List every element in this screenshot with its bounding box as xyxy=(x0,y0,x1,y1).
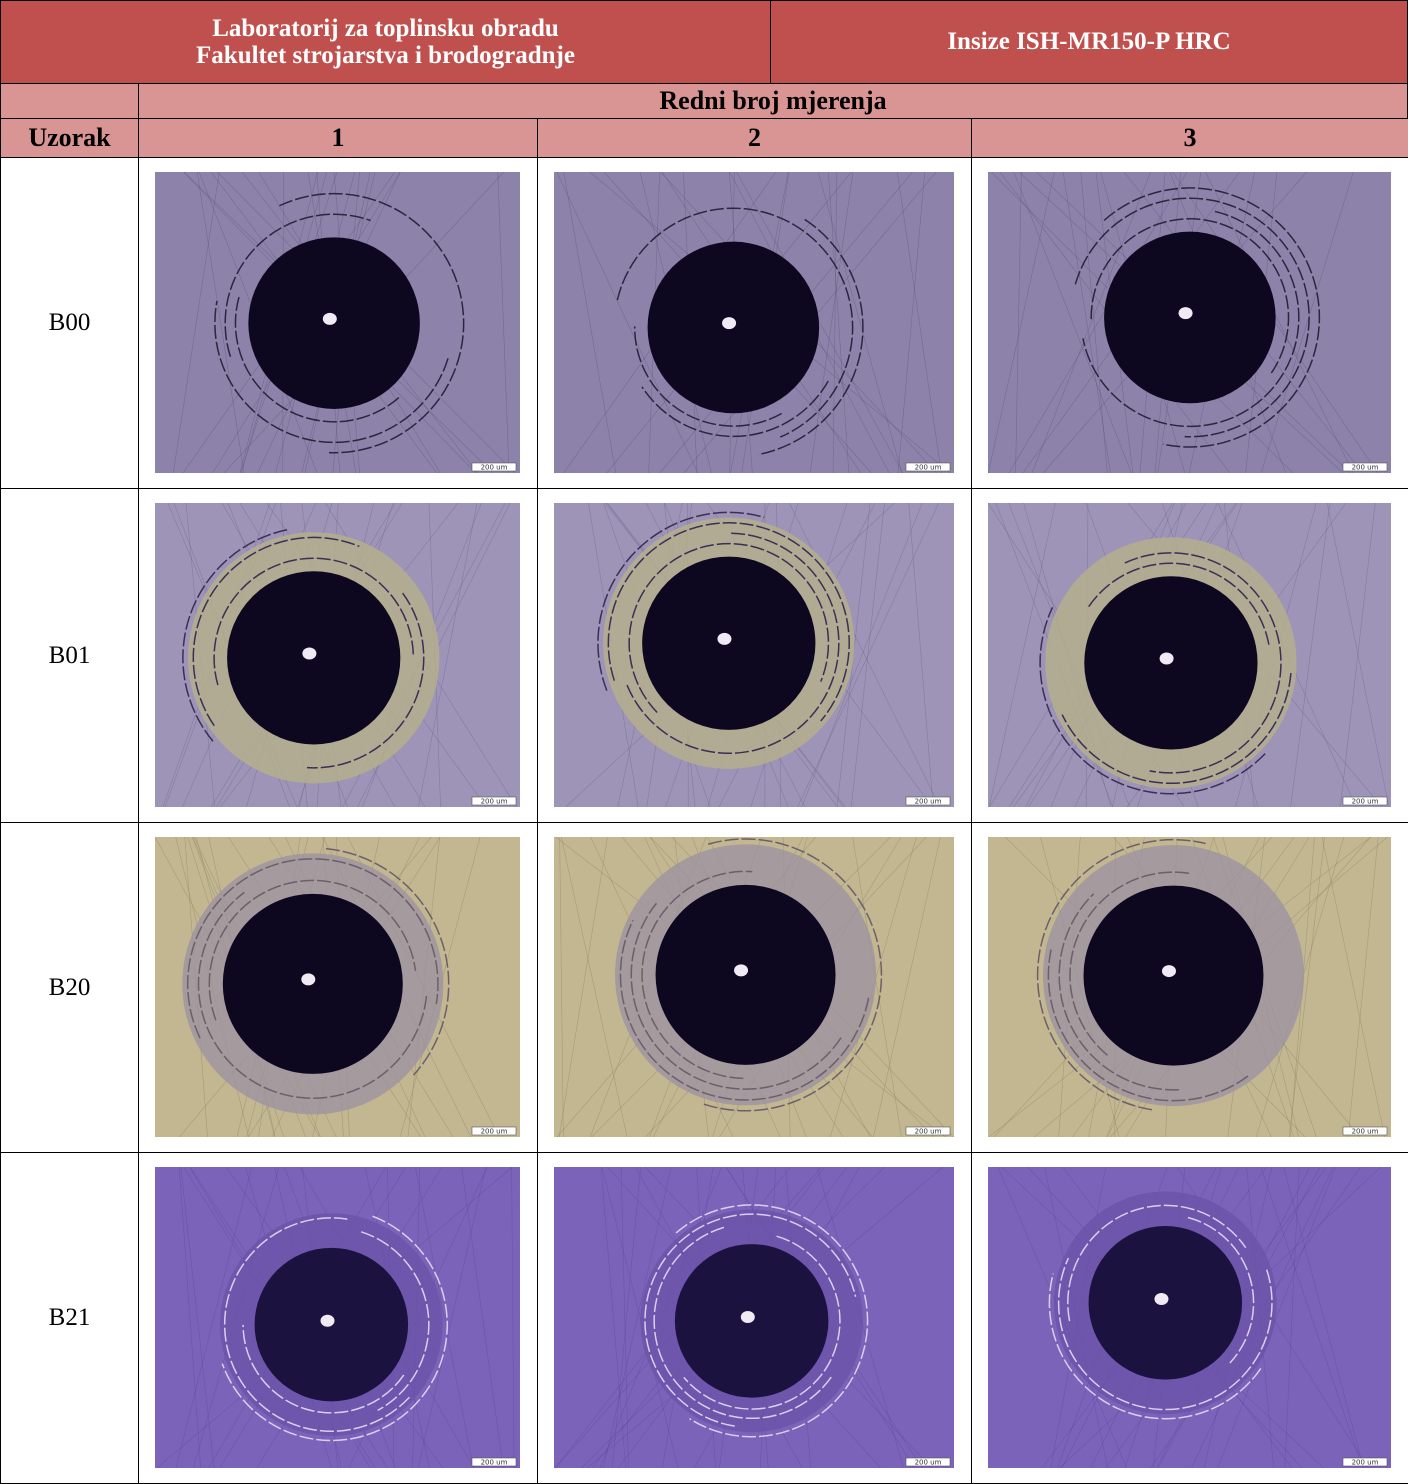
column-header-text: 1 xyxy=(332,123,345,153)
reflection xyxy=(302,648,316,660)
reflection xyxy=(734,964,748,976)
sample-cell: B20 xyxy=(0,822,139,1153)
instrument: Insize ISH-MR150-P HRC xyxy=(947,28,1230,56)
group-header: Redni broj mjerenja xyxy=(138,83,1408,119)
micrograph: 200 um xyxy=(988,837,1391,1137)
micrograph: 200 um xyxy=(988,172,1391,473)
group-header-text: Redni broj mjerenja xyxy=(659,86,886,116)
micrograph: 200 um xyxy=(554,837,954,1137)
scale-label: 200 um xyxy=(481,1128,508,1136)
scale-label: 200 um xyxy=(915,798,942,806)
sample-name: B00 xyxy=(49,309,91,337)
scale-label: 200 um xyxy=(915,1459,942,1467)
sample-cell: B00 xyxy=(0,157,139,489)
scale-label: 200 um xyxy=(1352,464,1379,472)
instrument-cell: Insize ISH-MR150-P HRC xyxy=(770,0,1408,84)
reflection xyxy=(1162,965,1176,977)
scale-label: 200 um xyxy=(481,798,508,806)
scale-label: 200 um xyxy=(481,1459,508,1467)
scale-label: 200 um xyxy=(1352,1128,1379,1136)
lab-cell: Laboratorij za toplinsku obradu Fakultet… xyxy=(0,0,771,84)
reflection xyxy=(1160,653,1174,665)
reflection xyxy=(1154,1293,1168,1305)
sample-name: B21 xyxy=(49,1304,91,1332)
column-header: 3 xyxy=(971,118,1408,158)
micrograph: 200 um xyxy=(155,1167,520,1468)
micrograph: 200 um xyxy=(155,172,520,473)
scale-label: 200 um xyxy=(1352,798,1379,806)
sample-cell: B01 xyxy=(0,488,139,823)
micrograph: 200 um xyxy=(988,503,1391,807)
reflection xyxy=(722,317,736,329)
reflection xyxy=(1179,307,1193,319)
sample-cell: B21 xyxy=(0,1152,139,1484)
lab-line: Fakultet strojarstva i brodogradnje xyxy=(196,42,575,69)
sample-name: B01 xyxy=(49,642,91,670)
column-header-text: 2 xyxy=(748,123,761,153)
lab-line: Laboratorij za toplinsku obradu xyxy=(196,15,575,42)
reflection xyxy=(321,1315,335,1327)
reflection xyxy=(717,633,731,645)
micrograph: 200 um xyxy=(155,837,520,1137)
column-header-text: 3 xyxy=(1184,123,1197,153)
column-header: 1 xyxy=(138,118,538,158)
scale-label: 200 um xyxy=(1352,1459,1379,1467)
micrograph: 200 um xyxy=(988,1167,1391,1468)
column-header: 2 xyxy=(537,118,972,158)
sample-name: B20 xyxy=(49,974,91,1002)
micrograph: 200 um xyxy=(155,503,520,807)
column-header-text: Uzorak xyxy=(28,123,110,153)
scale-label: 200 um xyxy=(915,1128,942,1136)
micrograph: 200 um xyxy=(554,503,954,807)
empty-cell xyxy=(0,83,139,119)
column-header: Uzorak xyxy=(0,118,139,158)
scale-label: 200 um xyxy=(481,464,508,472)
reflection xyxy=(741,1311,755,1323)
scale-label: 200 um xyxy=(915,464,942,472)
reflection xyxy=(301,973,315,985)
micrograph: 200 um xyxy=(554,1167,954,1468)
lab-title: Laboratorij za toplinsku obradu Fakultet… xyxy=(196,15,575,69)
reflection xyxy=(323,313,337,325)
micrograph: 200 um xyxy=(554,172,954,473)
